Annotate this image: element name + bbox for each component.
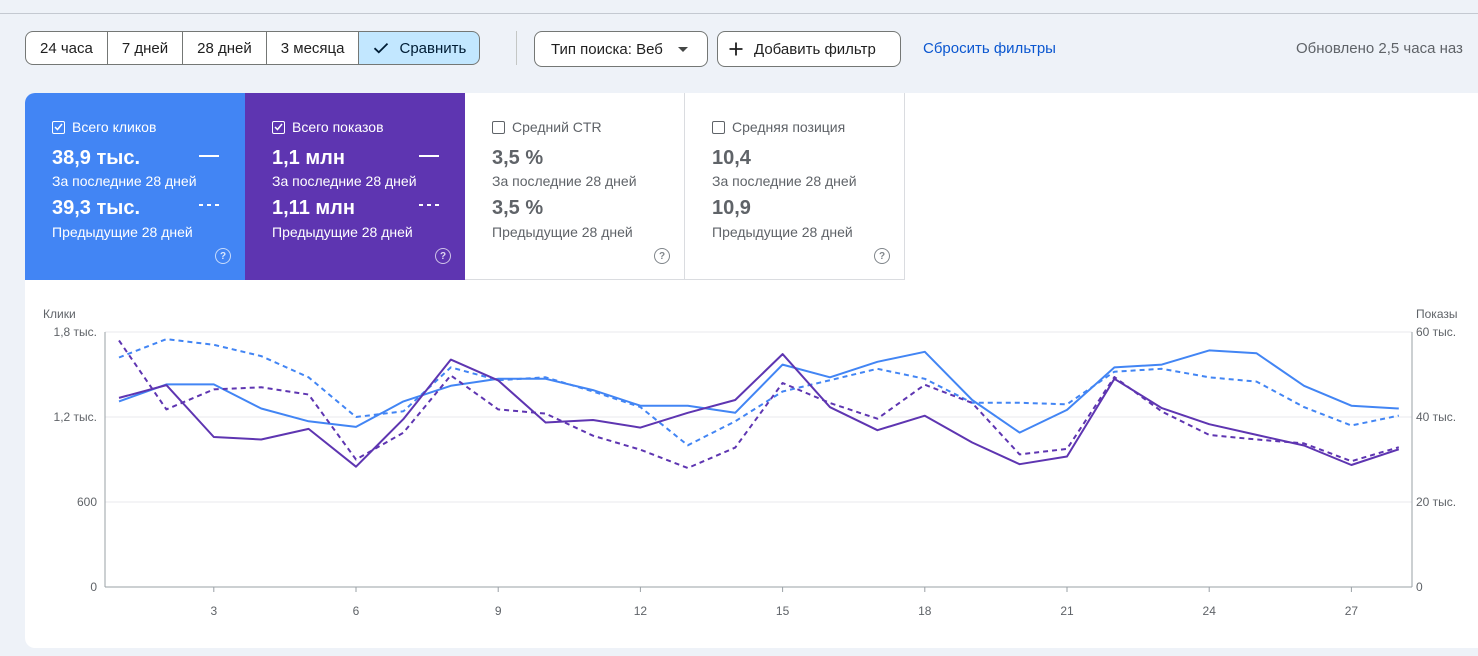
check-icon xyxy=(373,42,389,54)
metric-label: Всего кликов xyxy=(72,119,157,135)
series-line-4 xyxy=(118,339,1400,469)
metric-current-period: За последние 28 дней xyxy=(492,173,637,189)
compare-label: Сравнить xyxy=(399,39,467,57)
metric-current-value: 10,4 xyxy=(712,147,751,169)
solid-line-legend-icon xyxy=(419,155,439,157)
help-icon[interactable]: ? xyxy=(874,248,890,264)
metric-card-position[interactable]: Средняя позиция 10,4 За последние 28 дне… xyxy=(685,93,905,280)
right-tick-label: 20 тыс. xyxy=(1416,495,1456,509)
help-icon[interactable]: ? xyxy=(654,248,670,264)
date-range-selector: 24 часа 7 дней 28 дней 3 месяца Сравнить xyxy=(25,31,481,65)
caret-down-icon xyxy=(677,46,688,52)
metric-previous-value: 39,3 тыс. xyxy=(52,197,141,219)
search-type-dropdown[interactable]: Тип поиска: Веб xyxy=(534,31,708,67)
left-axis-ticks: 0 600 1,2 тыс. 1,8 тыс. xyxy=(54,325,98,594)
x-axis-ticks: 3 6 9 12 15 18 21 24 27 xyxy=(210,587,1358,618)
right-tick-label: 40 тыс. xyxy=(1416,410,1456,424)
left-tick-label: 600 xyxy=(77,495,97,509)
x-tick-label: 21 xyxy=(1060,604,1074,618)
metric-previous-period: Предыдущие 28 дней xyxy=(272,224,413,240)
performance-chart[interactable]: Клики Показы 0 600 1,2 тыс. 1,8 тыс. 0 20 ты… xyxy=(25,93,1478,648)
left-tick-label: 1,2 тыс. xyxy=(54,410,97,424)
range-3m-button[interactable]: 3 месяца xyxy=(266,31,360,65)
series-line-2 xyxy=(118,338,1400,447)
metric-label: Средний CTR xyxy=(512,119,602,135)
metric-previous-value: 1,11 млн xyxy=(272,197,355,219)
x-tick-label: 9 xyxy=(495,604,502,618)
left-tick-label: 0 xyxy=(90,580,97,594)
dashed-line-legend-icon xyxy=(199,204,219,206)
chart-grid xyxy=(104,331,1413,588)
metric-previous-period: Предыдущие 28 дней xyxy=(52,224,193,240)
series-line-3 xyxy=(118,353,1400,468)
checkbox-unchecked-icon[interactable] xyxy=(492,120,505,134)
last-updated-text: Обновлено 2,5 часа наз xyxy=(1296,40,1463,57)
metric-current-value: 3,5 % xyxy=(492,147,544,169)
plus-icon xyxy=(728,41,744,57)
solid-line-legend-icon xyxy=(199,155,219,157)
chart-lines xyxy=(118,338,1400,469)
right-tick-label: 60 тыс. xyxy=(1416,325,1456,339)
top-divider xyxy=(0,13,1478,14)
left-tick-label: 1,8 тыс. xyxy=(54,325,97,339)
series-line-1 xyxy=(118,349,1399,434)
metric-label: Средняя позиция xyxy=(732,119,846,135)
range-7d-button[interactable]: 7 дней xyxy=(107,31,184,65)
metric-card-clicks[interactable]: Всего кликов 38,9 тыс. За последние 28 д… xyxy=(25,93,245,280)
x-tick-label: 18 xyxy=(918,604,932,618)
add-filter-label: Добавить фильтр xyxy=(754,40,876,58)
performance-panel: Всего кликов 38,9 тыс. За последние 28 д… xyxy=(25,93,1478,648)
metric-current-value: 1,1 млн xyxy=(272,147,345,169)
metric-label: Всего показов xyxy=(292,119,384,135)
x-tick-label: 12 xyxy=(634,604,648,618)
help-icon[interactable]: ? xyxy=(215,248,231,264)
metric-previous-value: 10,9 xyxy=(712,197,751,219)
metric-card-impressions[interactable]: Всего показов 1,1 млн За последние 28 дн… xyxy=(245,93,465,280)
metric-current-period: За последние 28 дней xyxy=(52,173,197,189)
toolbar-divider xyxy=(516,31,517,65)
dashed-line-legend-icon xyxy=(419,204,439,206)
x-tick-label: 6 xyxy=(353,604,360,618)
metric-previous-period: Предыдущие 28 дней xyxy=(492,224,633,240)
left-axis-title: Клики xyxy=(43,307,76,321)
checkbox-checked-icon[interactable] xyxy=(272,120,285,134)
checkbox-checked-icon[interactable] xyxy=(52,120,65,134)
metric-current-value: 38,9 тыс. xyxy=(52,147,141,169)
x-tick-label: 24 xyxy=(1203,604,1217,618)
help-icon[interactable]: ? xyxy=(435,248,451,264)
reset-filters-link[interactable]: Сбросить фильтры xyxy=(923,40,1056,57)
x-tick-label: 15 xyxy=(776,604,790,618)
compare-button[interactable]: Сравнить xyxy=(359,31,481,65)
metric-current-period: За последние 28 дней xyxy=(272,173,417,189)
metric-previous-value: 3,5 % xyxy=(492,197,544,219)
metric-card-ctr[interactable]: Средний CTR 3,5 % За последние 28 дней 3… xyxy=(465,93,685,280)
metric-previous-period: Предыдущие 28 дней xyxy=(712,224,853,240)
add-filter-button[interactable]: Добавить фильтр xyxy=(717,31,901,67)
right-axis-ticks: 0 20 тыс. 40 тыс. 60 тыс. xyxy=(1416,325,1456,594)
range-24h-button[interactable]: 24 часа xyxy=(25,31,108,65)
x-tick-label: 27 xyxy=(1345,604,1359,618)
right-tick-label: 0 xyxy=(1416,580,1423,594)
x-tick-label: 3 xyxy=(210,604,217,618)
metric-current-period: За последние 28 дней xyxy=(712,173,857,189)
checkbox-unchecked-icon[interactable] xyxy=(712,120,725,134)
right-axis-title: Показы xyxy=(1416,307,1457,321)
search-type-label: Тип поиска: Веб xyxy=(551,40,663,58)
range-28d-button[interactable]: 28 дней xyxy=(183,31,267,65)
